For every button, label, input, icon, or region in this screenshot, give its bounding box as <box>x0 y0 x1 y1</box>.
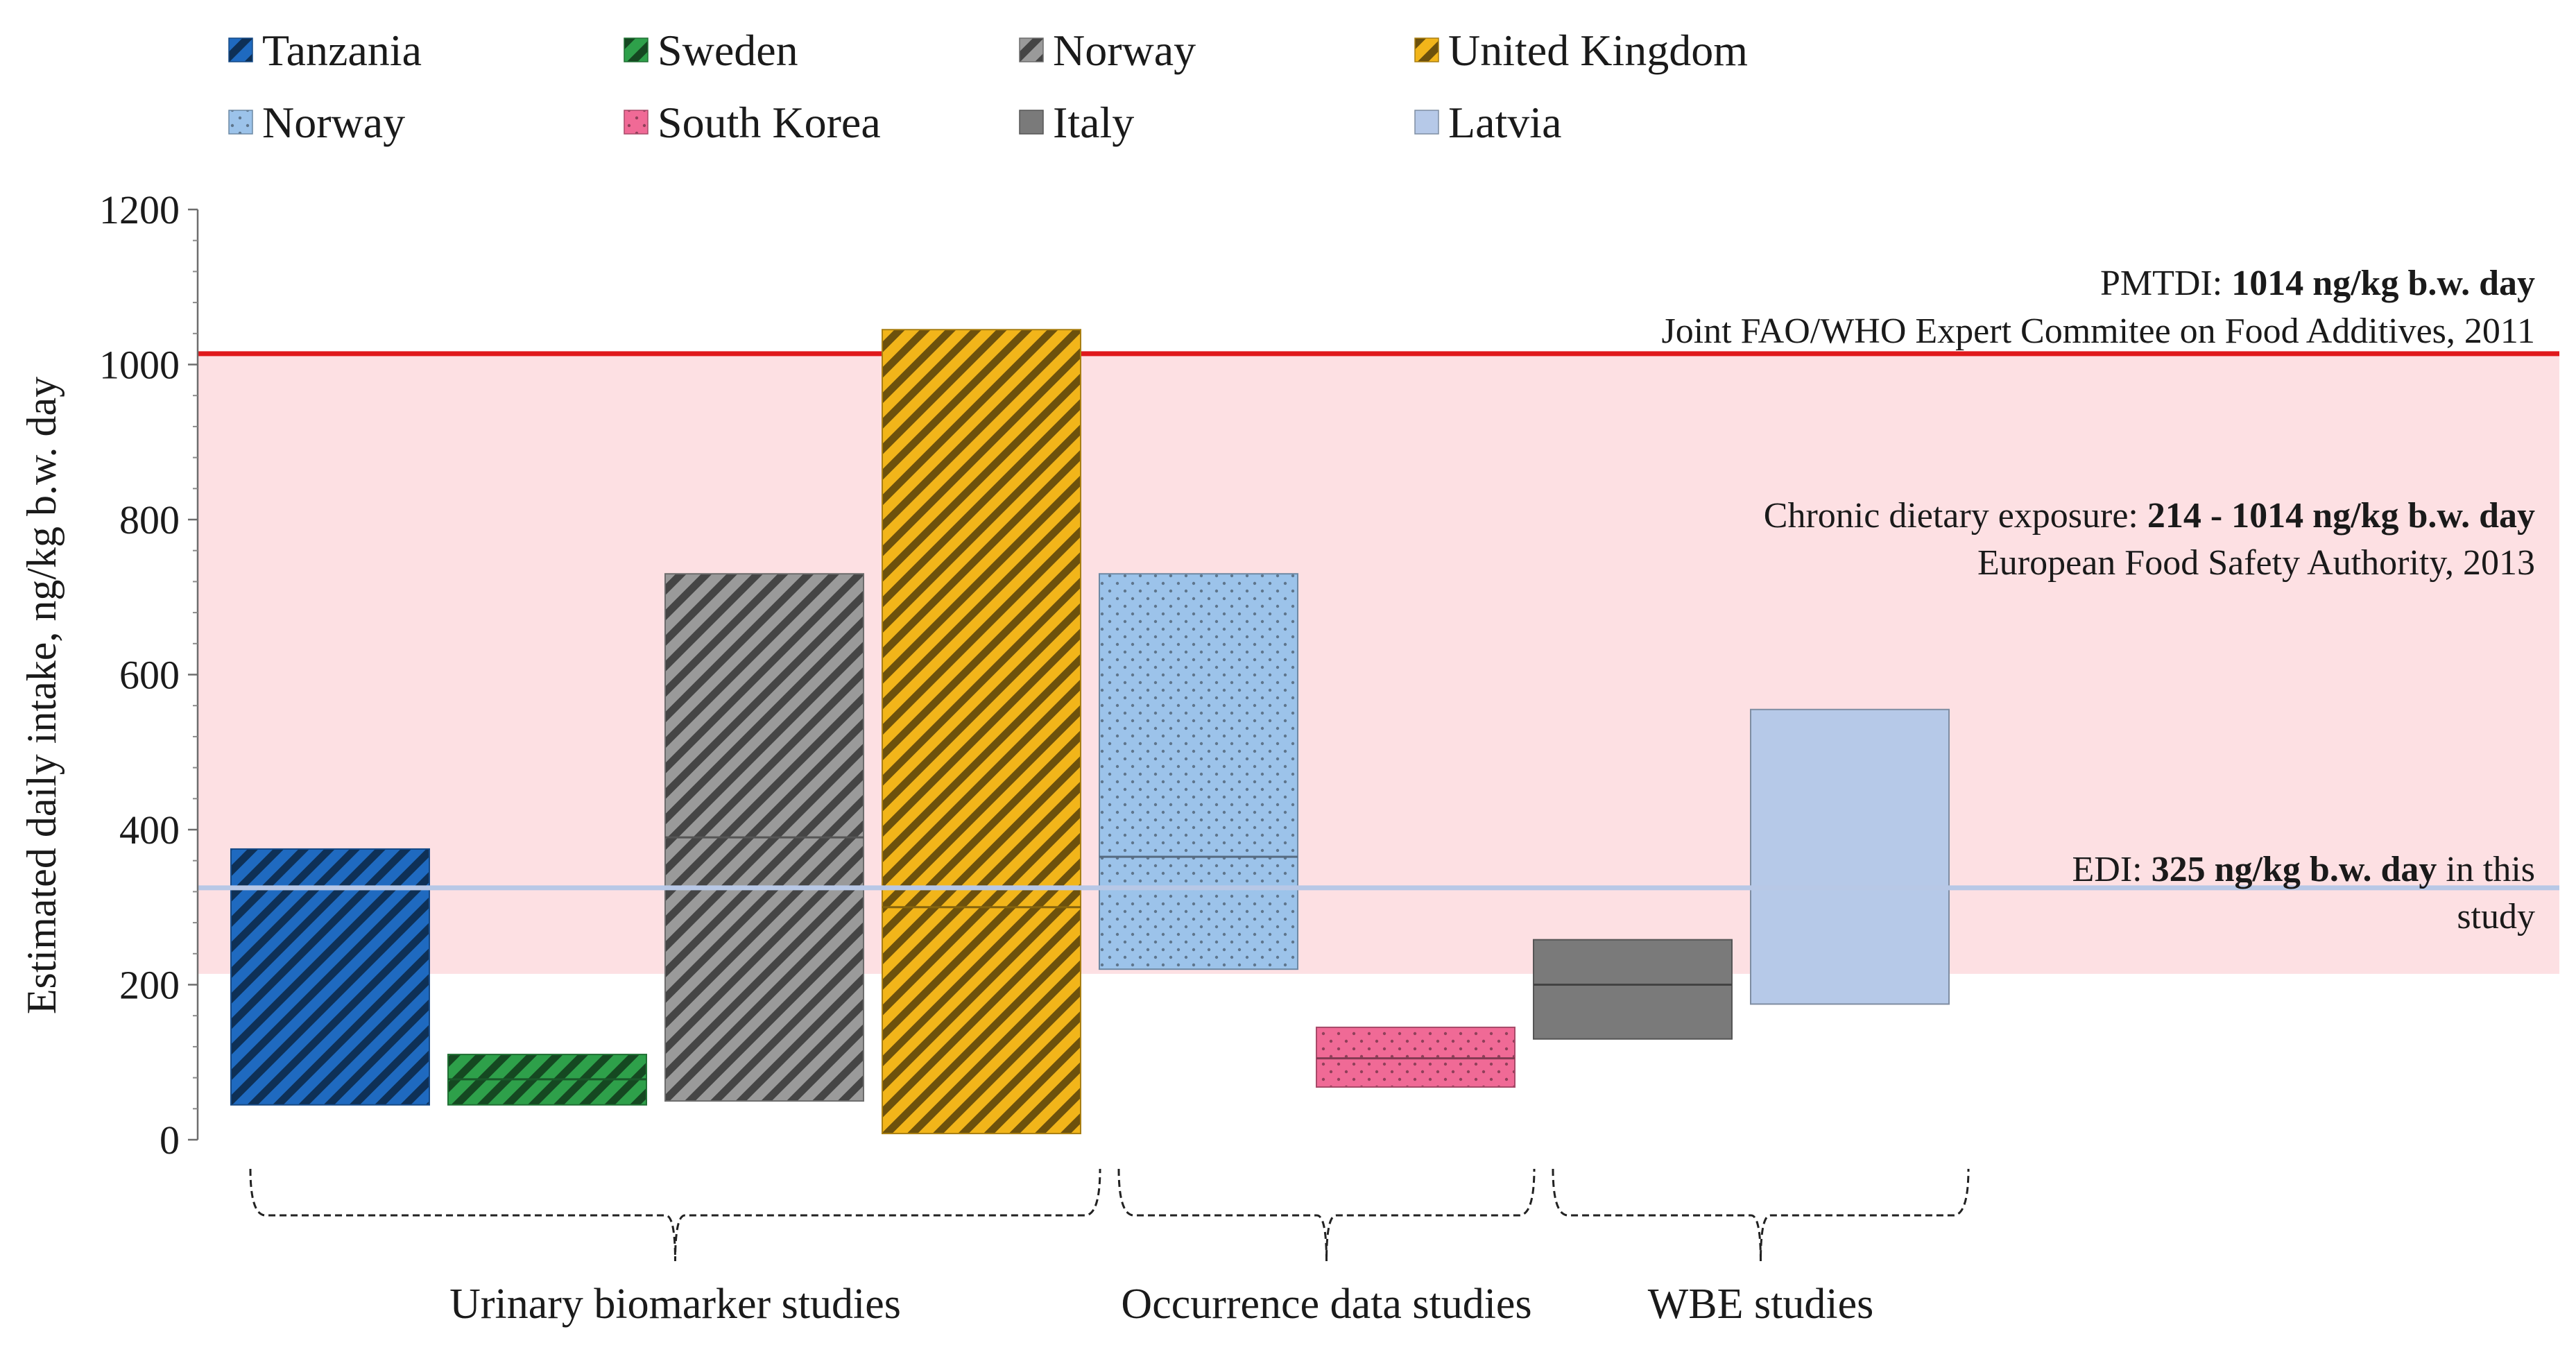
group-label: Urinary biomarker studies <box>449 1281 901 1328</box>
legend-label: Tanzania <box>262 26 422 75</box>
legend-swatch <box>1414 37 1439 62</box>
legend-label: Norway <box>1053 26 1196 75</box>
legend-label: Norway <box>262 98 405 147</box>
group-bracket <box>249 1168 1101 1262</box>
shaded-band-layer <box>198 353 2559 974</box>
y-tick-label: 1000 <box>99 343 180 388</box>
edi-label: EDI: 325 ng/kg b.w. day in this <box>2072 850 2535 889</box>
bar-italy <box>1533 939 1733 1040</box>
chronic-exposure-band <box>198 353 2559 974</box>
bar-norway <box>1099 573 1298 970</box>
bars-layer <box>230 329 1950 1135</box>
y-tick-label: 200 <box>119 963 180 1008</box>
edi-label-part: 325 ng/kg b.w. day <box>2152 850 2437 889</box>
y-axis: 0 200 400 600 800 1000 1200 Estimated daily int… <box>19 187 199 1163</box>
pmtdi-label-part: 1014 ng/kg b.w. day <box>2231 264 2535 303</box>
legend-swatch <box>1414 110 1439 135</box>
bar-tanzania <box>230 848 430 1106</box>
pmtdi-label-part: PMTDI: <box>2100 264 2231 303</box>
bar-latvia <box>1750 708 1950 1005</box>
y-tick-label: 400 <box>119 807 180 853</box>
legend-label: South Korea <box>658 98 881 147</box>
legend-swatch <box>228 110 253 135</box>
legend-label: United Kingdom <box>1448 26 1748 75</box>
legend-label: Italy <box>1053 98 1134 147</box>
legend-swatch <box>624 37 649 62</box>
group-bracket <box>1552 1168 1970 1262</box>
y-axis-title: Estimated daily intake, ng/kg b.w. day <box>19 377 65 1014</box>
group-brackets-layer: Urinary biomarker studies Occurrence data… <box>249 1168 1970 1328</box>
legend: Tanzania Sweden Norway United Kingdom Norway… <box>228 26 1748 147</box>
chronic-exposure-label: Chronic dietary exposure: 214 - 1014 ng/… <box>1764 496 2535 536</box>
bar-south-korea <box>1316 1026 1515 1088</box>
legend-label: Latvia <box>1448 98 1561 147</box>
pmtdi-label: PMTDI: 1014 ng/kg b.w. day <box>2100 264 2535 303</box>
group-bracket <box>1117 1168 1536 1262</box>
legend-swatch <box>624 110 649 135</box>
chronic-exposure-source: European Food Safety Authority, 2013 <box>1977 543 2535 583</box>
y-tick-label: 800 <box>119 497 180 542</box>
edi-label-part: in this <box>2437 850 2535 889</box>
legend-swatch <box>1019 110 1044 135</box>
edi-label-line2: study <box>2457 897 2535 936</box>
legend-swatch <box>1019 37 1044 62</box>
edi-label-part: EDI: <box>2072 850 2152 889</box>
legend-label: Sweden <box>658 26 798 75</box>
chronic-exposure-label-part: 214 - 1014 ng/kg b.w. day <box>2147 496 2535 536</box>
y-tick-label: 0 <box>160 1118 180 1163</box>
chronic-exposure-label-part: Chronic dietary exposure: <box>1764 496 2147 536</box>
pmtdi-source: Joint FAO/WHO Expert Commitee on Food Ad… <box>1661 311 2535 351</box>
group-label: Occurrence data studies <box>1121 1281 1531 1328</box>
bar-united-kingdom <box>882 329 1081 1135</box>
y-tick-label: 600 <box>119 653 180 698</box>
annotations-layer: PMTDI: 1014 ng/kg b.w. day Joint FAO/WHO … <box>1661 264 2535 936</box>
group-label: WBE studies <box>1648 1281 1873 1328</box>
legend-swatch <box>228 37 253 62</box>
y-tick-label: 1200 <box>99 187 180 232</box>
